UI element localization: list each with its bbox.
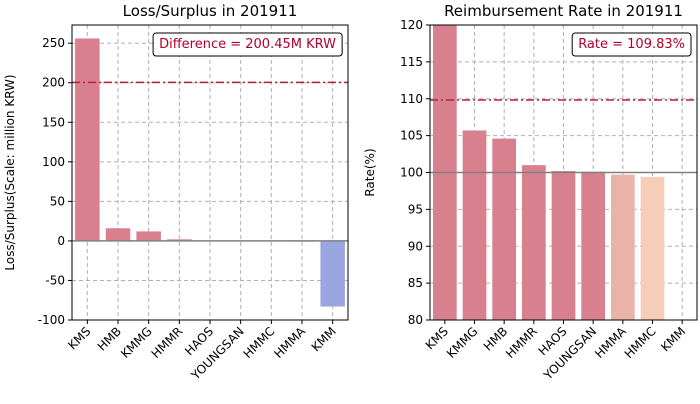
bar <box>641 177 665 320</box>
x-tick-label: KMM <box>309 324 339 354</box>
x-tick-label: HMMA <box>271 324 308 361</box>
x-tick-label: HMMR <box>503 324 540 361</box>
chart-title: Reimbursement Rate in 201911 <box>444 2 683 20</box>
y-tick-label: 150 <box>42 115 65 129</box>
y-tick-label: 120 <box>400 18 423 32</box>
y-tick-label: -50 <box>45 273 65 287</box>
bar <box>492 139 516 320</box>
bar <box>75 38 100 240</box>
y-tick-label: 95 <box>408 202 423 216</box>
bar <box>320 241 345 307</box>
bar <box>611 175 635 320</box>
y-tick-label: 105 <box>400 129 423 143</box>
x-tick-label: KMMG <box>444 324 481 361</box>
y-tick-label: 0 <box>57 234 65 248</box>
y-tick-label: 250 <box>42 36 65 50</box>
chart-title: Loss/Surplus in 201911 <box>123 2 298 20</box>
y-tick-label: 110 <box>400 92 423 106</box>
x-tick-label: HMMC <box>622 324 659 361</box>
y-tick-label: 50 <box>50 194 65 208</box>
bar <box>136 231 161 240</box>
annotation: Difference = 200.45M KRW <box>159 37 336 52</box>
bar <box>581 172 605 320</box>
y-tick-label: 100 <box>42 155 65 169</box>
annotation: Rate = 109.83% <box>578 37 685 52</box>
x-tick-label: HMMA <box>592 324 629 361</box>
y-tick-label: 90 <box>408 239 423 253</box>
x-tick-label: KMS <box>65 324 93 352</box>
x-tick-label: HMMR <box>149 324 186 361</box>
y-axis-label: Rate(%) <box>363 148 377 196</box>
y-tick-label: 85 <box>408 276 423 290</box>
y-tick-label: 80 <box>408 313 423 327</box>
bar <box>463 130 487 320</box>
bar <box>522 165 546 320</box>
y-tick-label: 115 <box>400 55 423 69</box>
y-tick-label: 100 <box>400 166 423 180</box>
bar <box>106 228 131 241</box>
y-tick-label: 200 <box>42 76 65 90</box>
bar <box>552 171 576 320</box>
x-tick-label: KMM <box>658 324 688 354</box>
y-tick-label: -100 <box>38 313 65 327</box>
y-axis-label: Loss/Surplus(Scale: million KRW) <box>3 74 17 270</box>
x-tick-label: KMMG <box>118 324 155 361</box>
x-tick-label: HMMC <box>241 324 278 361</box>
